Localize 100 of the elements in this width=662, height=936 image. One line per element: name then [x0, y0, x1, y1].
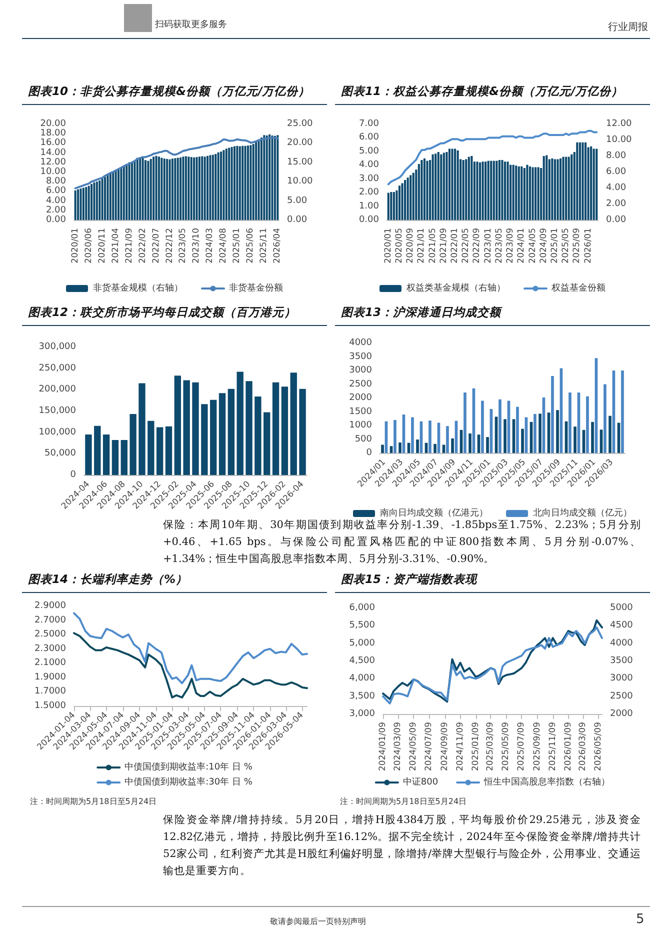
x-tick-label: 2025/06 — [246, 228, 256, 264]
y-tick-label: 0.00 — [46, 215, 66, 225]
bar — [446, 426, 449, 453]
x-tick-label: 2026/01/09 — [563, 722, 574, 771]
x-tick-label: 2020/09 — [406, 228, 416, 264]
bar — [271, 136, 274, 220]
y-tick-label: 300,000 — [38, 342, 76, 352]
x-tick-label: 2025/01 — [232, 228, 242, 264]
y-tick-label: 7.00 — [358, 119, 380, 129]
bar — [412, 172, 414, 220]
bar — [559, 158, 562, 220]
y-tick-label: 2.00 — [358, 188, 380, 198]
bar — [506, 162, 509, 220]
y-tick-label: 0 — [70, 470, 76, 480]
bar — [109, 173, 112, 220]
y-tick-label: 1500 — [349, 406, 372, 417]
text: 注：时间周期为5月18日至5月24日 — [30, 796, 157, 807]
bar — [416, 440, 419, 453]
bar — [523, 168, 526, 220]
y-tick-label: 1.9000 — [34, 672, 66, 682]
bar — [214, 154, 217, 220]
x-tick-label: 2025/11/09 — [548, 722, 558, 771]
bar — [428, 420, 432, 453]
y-tick-label: 2.5000 — [34, 630, 66, 640]
bar — [82, 188, 84, 220]
bar — [209, 155, 212, 220]
y-tick-label: 20.00 — [40, 119, 66, 129]
x-tick-label: 2025/11 — [259, 228, 270, 264]
bar — [451, 148, 454, 220]
bar — [387, 192, 390, 220]
bar — [404, 180, 406, 220]
bar — [258, 139, 260, 220]
bar — [390, 446, 393, 453]
bar — [212, 154, 214, 220]
bar — [218, 393, 226, 475]
bar — [281, 386, 288, 475]
bar — [171, 158, 174, 220]
y2-tick-label: 10.00 — [606, 135, 632, 145]
bar — [516, 406, 519, 453]
bar — [426, 160, 428, 220]
x-tick-label: 2026/01 — [583, 228, 594, 264]
y-tick-label: 4,500 — [349, 656, 376, 666]
y2-tick-label: 2500 — [610, 691, 634, 702]
y-tick-label: 3.00 — [358, 174, 380, 184]
bar — [456, 150, 459, 220]
bar — [96, 182, 98, 220]
line-series — [74, 136, 279, 190]
y-tick-label: 150,000 — [38, 406, 76, 416]
x-tick-label: 2021/04 — [110, 228, 121, 264]
y-tick-label: 3000 — [349, 366, 372, 376]
x-tick-label: 2025/01/09 — [470, 722, 481, 771]
bar — [220, 152, 222, 220]
line-series — [73, 612, 308, 684]
bar — [437, 152, 440, 220]
bar — [498, 160, 500, 220]
bar — [272, 382, 280, 475]
line-series — [73, 632, 308, 698]
bar — [501, 160, 504, 220]
bar — [193, 157, 196, 220]
x-tick-label: 2024/01 — [516, 228, 527, 264]
bar — [128, 162, 130, 220]
bar — [80, 188, 82, 220]
bar — [126, 164, 128, 220]
bar — [138, 383, 146, 475]
bar — [401, 183, 404, 220]
y-tick-label: 8.00 — [46, 176, 66, 187]
bar — [299, 388, 306, 475]
bar — [604, 384, 606, 453]
x-tick-label: 2022/02 — [138, 228, 148, 264]
bar — [381, 444, 384, 453]
bar — [418, 164, 420, 220]
x-tick-label: 2026/03/09 — [578, 722, 588, 771]
bar — [532, 167, 534, 220]
x-tick-label: 2022/07 — [151, 228, 162, 264]
legend-label: 南向日均成交额（亿港元） — [380, 508, 488, 518]
y-tick-label: 1.7000 — [34, 686, 66, 697]
bar — [551, 158, 554, 220]
bar — [101, 178, 104, 220]
bar — [462, 160, 464, 220]
bar — [482, 162, 484, 220]
bar — [551, 376, 554, 453]
bar — [570, 154, 573, 220]
y-tick-label: 3500 — [349, 352, 372, 362]
y-tick-label: 0 — [366, 448, 372, 458]
x-tick-label: 2024/07/09 — [424, 722, 434, 771]
x-tick-label: 2022/12 — [164, 228, 175, 264]
bar — [260, 137, 262, 220]
y2-tick-label: 2.00 — [606, 199, 626, 209]
y2-tick-label: 4500 — [610, 620, 634, 631]
bar — [142, 158, 144, 220]
y-tick-label: 6,000 — [349, 603, 376, 613]
bar — [236, 146, 238, 220]
y-tick-label: 2.9000 — [34, 601, 66, 611]
bar — [266, 136, 268, 220]
bar — [568, 156, 570, 220]
y-tick-label: 1000 — [349, 420, 372, 430]
bar — [198, 156, 200, 220]
x-tick-label: 2025/03/09 — [486, 722, 496, 771]
text: 5 — [636, 912, 644, 927]
bar — [446, 152, 448, 220]
